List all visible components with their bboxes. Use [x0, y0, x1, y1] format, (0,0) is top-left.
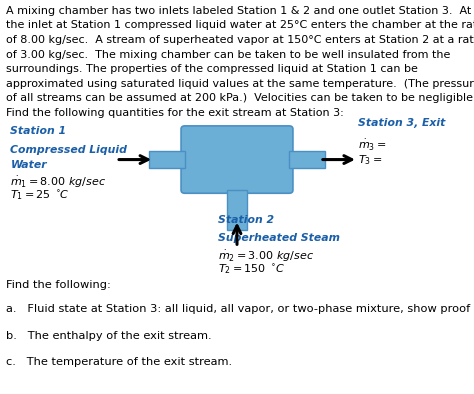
Text: A mixing chamber has two inlets labeled Station 1 & 2 and one outlet Station 3. : A mixing chamber has two inlets labeled … [6, 6, 471, 16]
Text: Find the following quantities for the exit stream at Station 3:: Find the following quantities for the ex… [6, 108, 344, 118]
Text: Station 1: Station 1 [10, 126, 66, 136]
Text: of 3.00 kg/sec.  The mixing chamber can be taken to be well insulated from the: of 3.00 kg/sec. The mixing chamber can b… [6, 50, 450, 59]
Text: Superheated Steam: Superheated Steam [218, 233, 340, 243]
Text: Station 3, Exit: Station 3, Exit [358, 118, 445, 128]
Text: $\dot{m}_3 =$: $\dot{m}_3 =$ [358, 138, 386, 153]
FancyBboxPatch shape [181, 126, 293, 193]
Text: $T_2 = 150\ ^\circ\!C$: $T_2 = 150\ ^\circ\!C$ [218, 262, 285, 276]
Text: the inlet at Station 1 compressed liquid water at 25°C enters the chamber at the: the inlet at Station 1 compressed liquid… [6, 20, 474, 30]
Bar [289, 151, 325, 168]
Bar [149, 151, 185, 168]
Text: Water: Water [10, 160, 47, 169]
Text: $T_3 =$: $T_3 =$ [358, 153, 382, 167]
Text: surroundings. The properties of the compressed liquid at Station 1 can be: surroundings. The properties of the comp… [6, 64, 418, 74]
Text: of all streams can be assumed at 200 kPa.)  Velocities can be taken to be neglig: of all streams can be assumed at 200 kPa… [6, 93, 474, 103]
Text: Compressed Liquid: Compressed Liquid [10, 145, 128, 155]
Text: Find the following:: Find the following: [6, 280, 110, 290]
Text: b.   The enthalpy of the exit stream.: b. The enthalpy of the exit stream. [6, 331, 211, 341]
Text: a.   Fluid state at Station 3: all liquid, all vapor, or two-phase mixture, show: a. Fluid state at Station 3: all liquid,… [6, 304, 470, 314]
Text: Station 2: Station 2 [218, 215, 274, 225]
Text: c.   The temperature of the exit stream.: c. The temperature of the exit stream. [6, 357, 232, 366]
Text: approximated using saturated liquid values at the same temperature.  (The pressu: approximated using saturated liquid valu… [6, 79, 474, 89]
Text: $\dot{m}_2 = 3.00\ \mathit{kg/sec}$: $\dot{m}_2 = 3.00\ \mathit{kg/sec}$ [218, 248, 314, 264]
Bar [227, 190, 247, 229]
Text: of 8.00 kg/sec.  A stream of superheated vapor at 150°C enters at Station 2 at a: of 8.00 kg/sec. A stream of superheated … [6, 35, 474, 45]
Text: $T_1 = 25\ ^\circ\!C$: $T_1 = 25\ ^\circ\!C$ [10, 188, 70, 202]
Text: $\dot{m}_1 = 8.00\ \mathit{kg/sec}$: $\dot{m}_1 = 8.00\ \mathit{kg/sec}$ [10, 175, 107, 190]
